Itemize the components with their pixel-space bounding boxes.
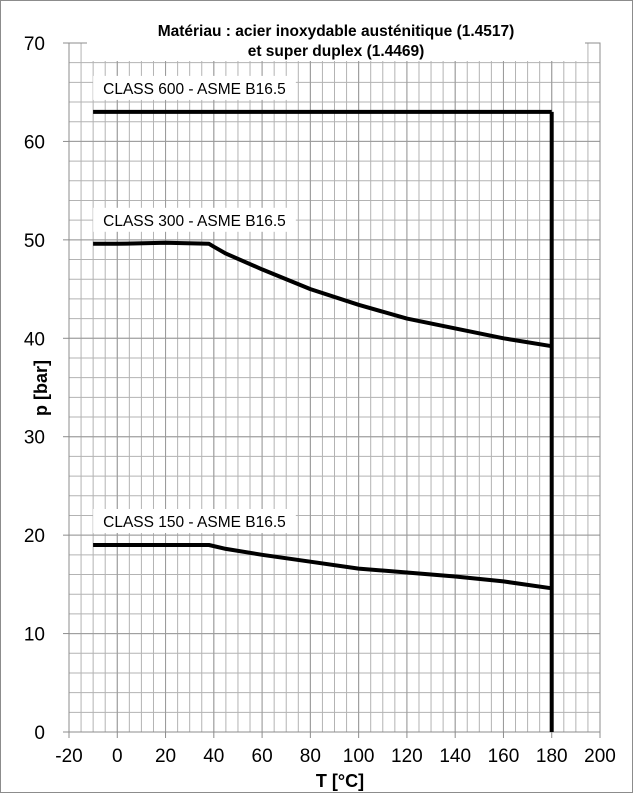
x-tick-label: 180	[536, 746, 568, 767]
y-tick-label: 60	[24, 132, 45, 153]
series-label-150: CLASS 150 - ASME B16.5	[103, 514, 286, 531]
title-background	[87, 17, 585, 61]
y-tick-label: 70	[24, 34, 45, 55]
x-tick-label: 140	[439, 746, 471, 767]
x-tick-label: 60	[252, 746, 273, 767]
series-label-background	[93, 508, 296, 533]
x-axis-label: T [°C]	[316, 771, 364, 791]
y-tick-label: 0	[34, 723, 45, 744]
series-line-300	[93, 240, 553, 349]
y-tick-label: 40	[24, 329, 45, 350]
x-tick-label: 100	[343, 746, 375, 767]
x-tick-label: -20	[55, 746, 82, 767]
series-labels: CLASS 600 - ASME B16.5 CLASS 300 - ASME B…	[93, 75, 296, 533]
series-label-background	[93, 207, 296, 232]
x-tick-label: 80	[300, 746, 321, 767]
y-tick-label: 50	[24, 231, 45, 252]
chart-title-line-2: et super duplex (1.4469)	[248, 43, 425, 60]
x-tick-label: 200	[584, 746, 616, 767]
grid	[68, 42, 601, 733]
series-label-300: CLASS 300 - ASME B16.5	[103, 213, 286, 230]
chart-title-line-1: Matériau : acier inoxydable austénitique…	[158, 23, 515, 40]
series-line-150	[93, 543, 552, 591]
tick-labels: -20 0 20 40 60 80 100 120 140 160 180 200 0 10 20 30 40 5…	[24, 34, 616, 767]
x-tick-label: 160	[488, 746, 520, 767]
x-tick-label: 40	[203, 746, 224, 767]
series-label-600: CLASS 600 - ASME B16.5	[103, 81, 286, 98]
x-tick-label: 0	[112, 746, 123, 767]
y-axis-label: p [bar]	[31, 360, 51, 416]
series-group	[93, 109, 554, 732]
series-label-background	[93, 75, 296, 100]
y-tick-label: 20	[24, 526, 45, 547]
x-tick-label: 20	[155, 746, 176, 767]
x-tick-label: 120	[391, 746, 423, 767]
y-tick-label: 10	[24, 625, 45, 646]
y-tick-label: 30	[24, 428, 45, 449]
